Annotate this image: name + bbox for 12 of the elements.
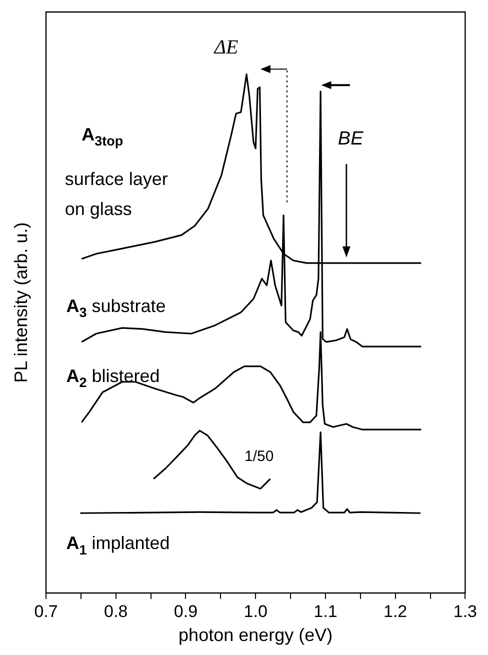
x-tick-label: 1.2 — [384, 602, 408, 621]
x-tick-label: 1.0 — [244, 602, 268, 621]
x-tick-label: 1.1 — [314, 602, 338, 621]
x-axis-title: photon energy (eV) — [178, 625, 333, 646]
text: ΔE — [213, 36, 238, 59]
y-axis-title: PL intensity (arb. u.) — [10, 222, 31, 383]
annotation: 1/50 — [244, 448, 274, 466]
x-tick-label: 0.8 — [104, 602, 128, 621]
x-tick-label: 0.7 — [34, 602, 58, 621]
annotation: BE — [338, 128, 364, 150]
x-tick-label: 0.9 — [174, 602, 198, 621]
x-tick-label: 1.3 — [453, 602, 478, 621]
